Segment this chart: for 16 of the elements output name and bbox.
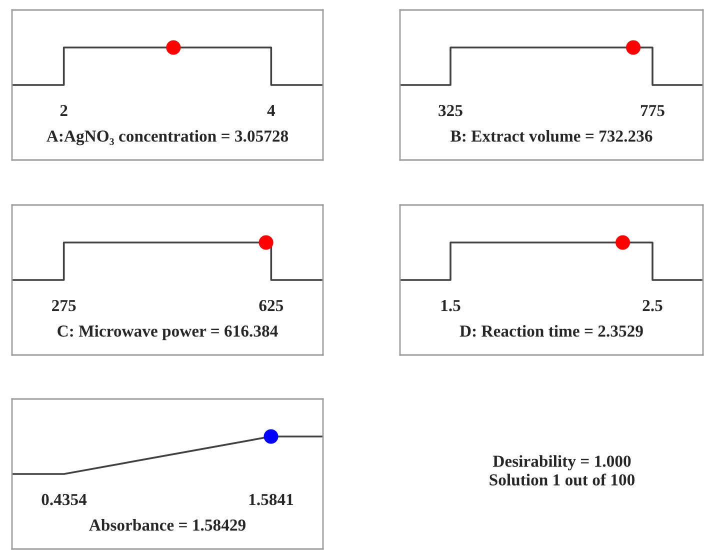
x-axis-title: D: Reaction time = 2.3529	[460, 325, 643, 337]
x-tick-label: 775	[640, 105, 664, 116]
text: Desirability = 1.000 Solution 1 out of 100	[490, 455, 635, 486]
x-axis-title: A:AgNO₃ concentration = 3.05728	[46, 130, 288, 146]
x-tick-label: 275	[52, 300, 76, 312]
x-tick-label: 1.5	[441, 300, 460, 312]
x-tick-label: 0.4354	[42, 494, 87, 506]
x-axis-title: Absorbance = 1.58429	[89, 519, 246, 531]
x-tick-label: 2	[60, 104, 68, 116]
x-tick-label: 2.5	[642, 300, 662, 312]
x-axis-title: C: Microwave power = 616.384	[58, 325, 278, 340]
x-tick-label: 625	[259, 300, 284, 312]
x-tick-label: 1.5841	[249, 494, 294, 506]
x-tick-label: 325	[438, 104, 462, 116]
x-tick-label: 4	[267, 105, 276, 116]
x-axis-title: B: Extract volume = 732.236	[450, 130, 652, 142]
